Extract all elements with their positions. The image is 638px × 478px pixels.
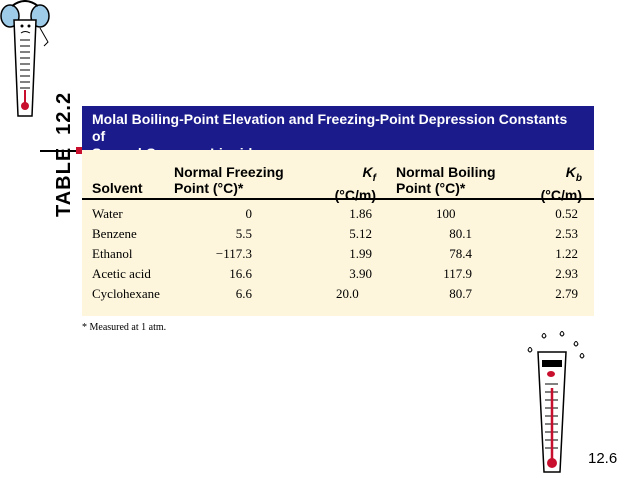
red-marker <box>76 147 83 154</box>
cell-nbp: 80.1 <box>449 226 472 241</box>
kb-symbol: Kb <box>565 164 582 184</box>
kf-symbol: Kf <box>362 164 376 184</box>
cell-solvent: Acetic acid <box>92 266 151 281</box>
cell-nfp: 16.6 <box>229 266 252 281</box>
cell-kb: 2.53 <box>555 226 578 241</box>
col-header-kf: Kf (°C/m) <box>334 164 376 203</box>
table-title: Molal Boiling-Point Elevation and Freezi… <box>82 106 594 161</box>
cell-kb: 1.22 <box>555 246 578 261</box>
table-body: Solvent Normal Freezing Point (°C)* Kf (… <box>82 150 594 316</box>
cell-kf: 20.0 <box>336 286 359 301</box>
cell-nfp: 6.6 <box>235 286 252 301</box>
col-header-kb: Kb (°C/m) <box>540 164 582 203</box>
cell-nfp: 5.5 <box>235 226 252 241</box>
table-label-word: TABLE <box>52 146 75 217</box>
thermometer-hot-icon <box>527 331 585 473</box>
slide-number: 12.6 <box>588 450 618 467</box>
cell-kb: 2.93 <box>555 266 578 281</box>
cell-solvent: Cyclohexane <box>92 286 160 301</box>
cell-nbp: 78.4 <box>449 246 472 261</box>
cell-solvent: Ethanol <box>92 246 133 261</box>
col-header-boiling: Normal Boiling Point (°C)* <box>396 164 496 196</box>
cell-kb: 0.52 <box>555 206 578 221</box>
col-header-solvent: Solvent <box>92 180 143 196</box>
cell-solvent: Water <box>92 206 123 221</box>
table-label-number: 12.2 <box>52 91 75 135</box>
cell-kb: 2.79 <box>555 286 578 301</box>
cell-nfp: −117.3 <box>215 246 252 261</box>
table-label: TABLE 12.2 <box>46 92 82 219</box>
header-rule <box>82 198 594 200</box>
cell-nbp: 80.7 <box>449 286 472 301</box>
cell-nbp: 100 <box>436 206 456 221</box>
cell-kf: 3.90 <box>349 266 372 281</box>
cell-kf: 1.86 <box>349 206 372 221</box>
cell-kf: 1.99 <box>349 246 372 261</box>
cell-nbp: 117.9 <box>443 266 472 281</box>
col-header-freezing: Normal Freezing Point (°C)* <box>174 164 284 196</box>
cell-nfp: 0 <box>245 206 253 221</box>
table-title-line1: Molal Boiling-Point Elevation and Freezi… <box>92 111 568 144</box>
cell-solvent: Benzene <box>92 226 137 241</box>
label-divider <box>40 150 84 152</box>
footnote: * Measured at 1 atm. <box>82 322 167 333</box>
cell-kf: 5.12 <box>349 226 372 241</box>
thermometer-earmuffs-icon <box>0 0 50 117</box>
